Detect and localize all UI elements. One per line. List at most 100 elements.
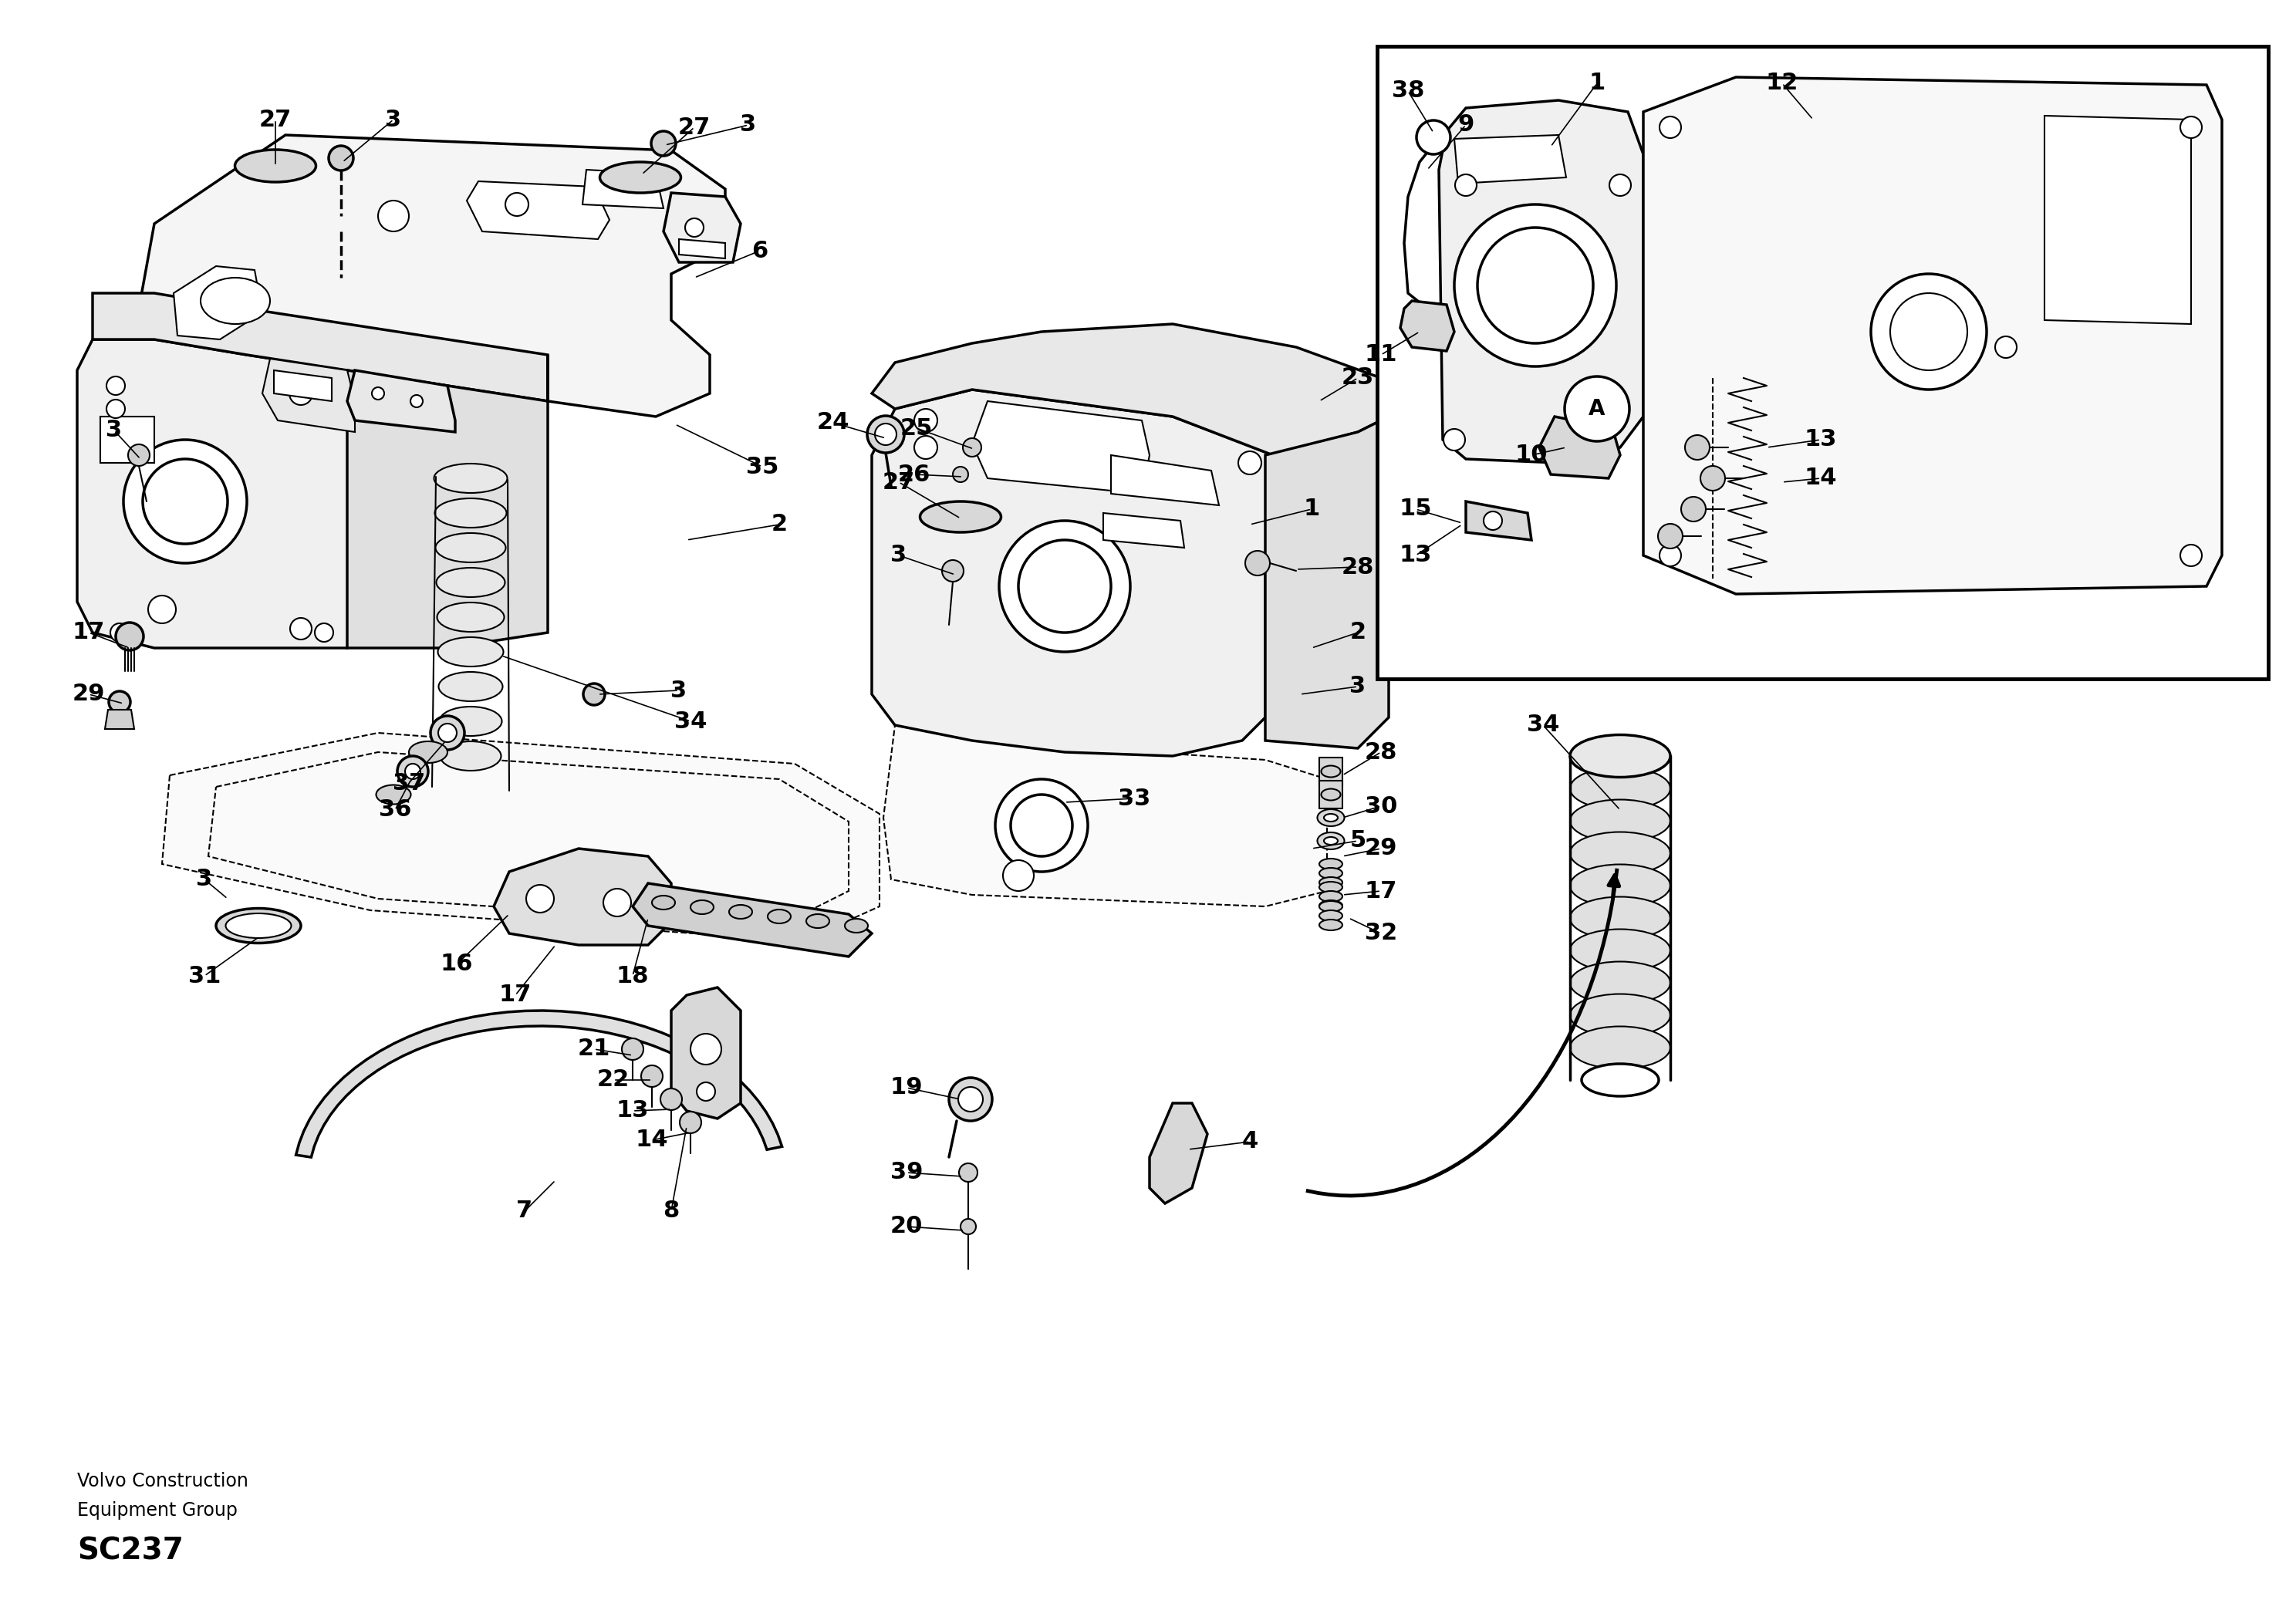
- Polygon shape: [1150, 1103, 1208, 1204]
- Circle shape: [875, 423, 895, 446]
- Text: 36: 36: [379, 799, 411, 821]
- Circle shape: [1244, 551, 1270, 575]
- Circle shape: [439, 724, 457, 742]
- Ellipse shape: [1320, 881, 1343, 893]
- Ellipse shape: [1325, 813, 1339, 821]
- Circle shape: [641, 1066, 664, 1087]
- Circle shape: [604, 889, 631, 917]
- Text: 16: 16: [441, 953, 473, 975]
- Text: 3: 3: [891, 544, 907, 567]
- Polygon shape: [884, 726, 1327, 907]
- Text: 24: 24: [817, 411, 850, 434]
- Text: 3: 3: [1350, 676, 1366, 698]
- Text: SC237: SC237: [78, 1536, 184, 1565]
- Ellipse shape: [1318, 810, 1345, 826]
- Text: 33: 33: [1118, 787, 1150, 810]
- Circle shape: [962, 437, 980, 457]
- Polygon shape: [664, 193, 742, 262]
- Polygon shape: [1644, 78, 2223, 595]
- Circle shape: [124, 439, 248, 564]
- Ellipse shape: [652, 896, 675, 909]
- Ellipse shape: [434, 499, 507, 528]
- Text: 3: 3: [670, 679, 687, 701]
- Circle shape: [115, 622, 142, 650]
- Circle shape: [1238, 452, 1261, 475]
- Text: 10: 10: [1515, 444, 1548, 467]
- Ellipse shape: [1570, 930, 1669, 972]
- Ellipse shape: [1320, 901, 1343, 910]
- Polygon shape: [262, 358, 356, 433]
- Polygon shape: [2043, 115, 2190, 324]
- Polygon shape: [1440, 100, 1644, 463]
- Ellipse shape: [767, 909, 790, 923]
- Text: 17: 17: [498, 983, 533, 1006]
- Polygon shape: [872, 389, 1281, 757]
- Text: 26: 26: [898, 463, 930, 486]
- Ellipse shape: [730, 906, 753, 919]
- Text: 35: 35: [746, 455, 778, 478]
- Circle shape: [957, 1087, 983, 1111]
- Text: 29: 29: [73, 684, 106, 705]
- Text: 27: 27: [677, 117, 712, 138]
- Ellipse shape: [377, 786, 411, 804]
- Ellipse shape: [1570, 962, 1669, 1004]
- Text: 5: 5: [1350, 829, 1366, 852]
- Circle shape: [1003, 860, 1033, 891]
- Text: 20: 20: [891, 1215, 923, 1238]
- Ellipse shape: [1320, 901, 1343, 912]
- Text: 6: 6: [751, 240, 769, 262]
- Circle shape: [1019, 539, 1111, 632]
- Text: 34: 34: [1527, 714, 1559, 737]
- Circle shape: [149, 596, 177, 624]
- Text: 3: 3: [106, 420, 122, 442]
- Ellipse shape: [439, 706, 503, 735]
- Text: 39: 39: [891, 1162, 923, 1184]
- Polygon shape: [1111, 455, 1219, 505]
- Circle shape: [1543, 437, 1566, 458]
- Circle shape: [1456, 175, 1476, 196]
- Circle shape: [948, 1077, 992, 1121]
- Ellipse shape: [439, 672, 503, 701]
- Ellipse shape: [1570, 865, 1669, 907]
- Ellipse shape: [1570, 897, 1669, 940]
- Circle shape: [2181, 544, 2202, 567]
- Polygon shape: [101, 416, 154, 463]
- Circle shape: [526, 885, 553, 912]
- Circle shape: [1890, 293, 1968, 371]
- Ellipse shape: [1320, 891, 1343, 902]
- Ellipse shape: [1320, 876, 1343, 888]
- Circle shape: [429, 716, 464, 750]
- Text: 25: 25: [900, 416, 932, 439]
- Text: 29: 29: [1364, 838, 1398, 860]
- Ellipse shape: [1318, 833, 1345, 849]
- Circle shape: [941, 561, 964, 582]
- Ellipse shape: [1570, 768, 1669, 810]
- Ellipse shape: [1320, 920, 1343, 930]
- Text: 11: 11: [1364, 343, 1398, 366]
- Ellipse shape: [409, 742, 448, 763]
- Polygon shape: [174, 266, 262, 340]
- Circle shape: [379, 201, 409, 232]
- Text: 2: 2: [1350, 622, 1366, 643]
- Text: Volvo Construction: Volvo Construction: [78, 1473, 248, 1490]
- Circle shape: [680, 1111, 700, 1134]
- Text: 3: 3: [739, 113, 755, 136]
- Polygon shape: [872, 324, 1389, 455]
- Text: 1: 1: [1589, 73, 1605, 94]
- Polygon shape: [466, 181, 608, 240]
- Polygon shape: [296, 1011, 783, 1157]
- Text: 8: 8: [664, 1200, 680, 1223]
- Circle shape: [2181, 117, 2202, 138]
- Circle shape: [142, 458, 227, 544]
- Ellipse shape: [1570, 800, 1669, 842]
- Polygon shape: [273, 371, 331, 402]
- Text: 32: 32: [1364, 922, 1398, 944]
- Ellipse shape: [1320, 910, 1343, 922]
- Ellipse shape: [436, 533, 505, 562]
- Ellipse shape: [434, 463, 507, 492]
- Text: 18: 18: [615, 964, 650, 987]
- Circle shape: [1681, 497, 1706, 522]
- Circle shape: [328, 146, 354, 170]
- Text: 27: 27: [259, 109, 292, 131]
- Text: 31: 31: [188, 964, 220, 987]
